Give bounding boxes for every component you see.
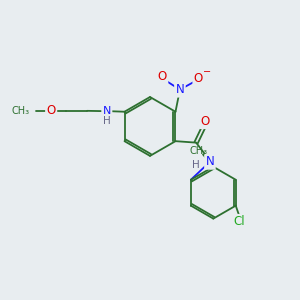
Text: −: − — [203, 67, 212, 77]
Text: O: O — [46, 104, 56, 117]
Text: N: N — [103, 106, 111, 116]
Text: O: O — [194, 72, 203, 85]
Text: N: N — [176, 83, 184, 96]
Text: CH₃: CH₃ — [190, 146, 208, 157]
Text: O: O — [158, 70, 167, 83]
Text: Cl: Cl — [233, 215, 245, 228]
Text: H: H — [192, 160, 200, 170]
Text: CH₃: CH₃ — [12, 106, 30, 116]
Text: H: H — [103, 116, 111, 126]
Text: N: N — [206, 155, 214, 168]
Text: O: O — [200, 115, 210, 128]
